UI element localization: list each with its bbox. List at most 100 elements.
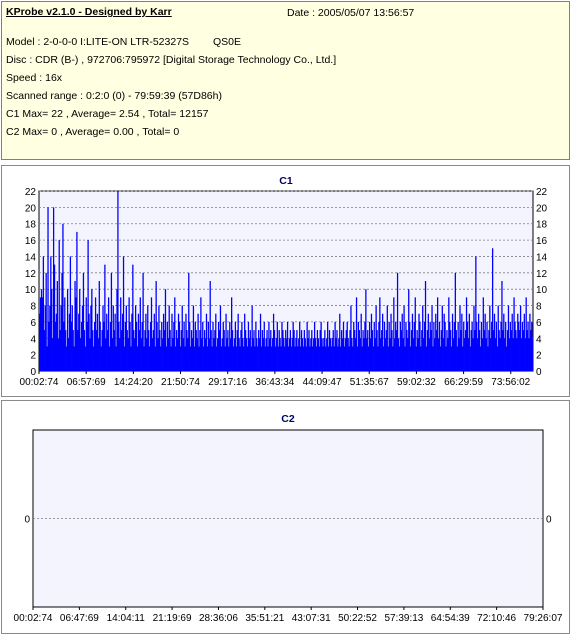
- c-error-bar: [321, 338, 323, 371]
- c-error-bar: [132, 264, 134, 371]
- c-error-bar: [56, 281, 58, 371]
- c-error-bar: [447, 338, 449, 371]
- c-error-bar: [369, 338, 372, 371]
- c-error-bar: [327, 321, 329, 371]
- c-error-bar: [444, 321, 446, 371]
- c-error-bar: [307, 338, 309, 371]
- c-error-bar: [372, 346, 374, 371]
- c-error-bar: [87, 240, 89, 371]
- c-error-bar: [345, 330, 347, 371]
- c-error-bar: [200, 297, 202, 371]
- c-error-bar: [239, 346, 241, 371]
- c2-chart: C2 0 0 00:02:74 06:47:69 14:04:11 21:19:69 28:3…: [14, 413, 563, 624]
- c-error-bar: [475, 256, 477, 371]
- c-error-bar: [62, 223, 64, 371]
- c-error-bar: [216, 346, 218, 371]
- c-error-bar: [280, 346, 282, 371]
- c-error-bar: [223, 330, 225, 371]
- c-error-bar: [381, 330, 383, 371]
- c-error-bar: [214, 330, 216, 371]
- c-error-bar: [119, 338, 121, 371]
- c-error-bar: [272, 313, 275, 371]
- c-error-bar: [294, 346, 296, 371]
- c-error-bar: [67, 338, 70, 371]
- c-error-bar: [272, 338, 274, 371]
- c-error-bar: [306, 321, 308, 371]
- c-error-bar: [352, 346, 354, 371]
- c-error-bar: [342, 321, 345, 371]
- c-error-bar: [241, 321, 243, 371]
- c-error-bar: [522, 330, 525, 371]
- c-error-bar: [373, 321, 375, 371]
- c-error-bar: [395, 330, 398, 371]
- c-error-bar: [332, 330, 334, 371]
- c-error-bar: [404, 346, 406, 371]
- c-error-bar: [438, 321, 441, 371]
- c-error-bar: [79, 289, 81, 371]
- c-error-bar: [365, 289, 367, 371]
- x-tick-label: 00:02:74: [20, 377, 59, 388]
- c-error-bar: [415, 346, 417, 371]
- c-error-bar: [80, 338, 82, 371]
- c-error-bar: [320, 321, 322, 371]
- c-error-bar: [103, 321, 105, 371]
- c-error-bar: [347, 338, 349, 371]
- c-error-bar: [212, 321, 214, 371]
- c-error-bar: [47, 207, 49, 371]
- c-error-bar: [379, 297, 381, 371]
- c-error-bar: [401, 313, 403, 371]
- c-error-bar: [61, 272, 63, 371]
- x-tick-label: 06:57:69: [67, 377, 106, 388]
- drive-model: Model : 2-0-0-0 I:LITE-ON LTR-52327S: [6, 36, 190, 48]
- c-error-bar: [82, 272, 85, 371]
- c-error-bar: [69, 256, 72, 371]
- c-error-bar: [317, 338, 319, 371]
- c-error-bar: [467, 338, 470, 371]
- c-error-bar: [211, 346, 213, 371]
- c-error-bar: [315, 346, 318, 371]
- c-error-bar: [295, 338, 297, 371]
- c-error-bar: [309, 346, 311, 371]
- c-error-bar: [354, 338, 357, 371]
- c-error-bar: [68, 313, 71, 371]
- x-tick-label: 64:54:39: [431, 613, 470, 624]
- c-error-bar: [258, 338, 261, 371]
- c-error-bar: [376, 330, 378, 371]
- c-error-bar: [250, 346, 252, 371]
- c-error-bar: [225, 313, 227, 371]
- c-error-bar: [118, 321, 120, 371]
- c-error-bar: [281, 321, 283, 371]
- c-error-bar: [171, 313, 173, 371]
- c-error-bar: [227, 330, 229, 371]
- c-error-bar: [131, 313, 133, 371]
- c-error-bar: [194, 321, 196, 371]
- c-error-bar: [160, 346, 162, 371]
- c-error-bar: [303, 330, 305, 371]
- c-error-bar: [333, 346, 335, 371]
- c-error-bar: [288, 338, 291, 371]
- c-error-bar: [147, 305, 149, 371]
- c-error-bar: [485, 338, 487, 371]
- c-error-bar: [43, 330, 45, 371]
- c-error-bar: [142, 272, 144, 371]
- c-error-bar: [277, 346, 279, 371]
- c-error-bar: [252, 338, 254, 371]
- c-error-bar: [96, 313, 99, 371]
- c-error-bar: [407, 338, 409, 371]
- c-error-bar: [348, 346, 350, 371]
- c-error-bar: [464, 330, 467, 371]
- c-error-bar: [237, 313, 239, 371]
- c-error-bar: [39, 297, 42, 371]
- c-error-bar: [93, 346, 95, 371]
- c-error-bar: [513, 297, 515, 371]
- c-error-bar: [155, 281, 157, 371]
- c-error-bar: [350, 305, 352, 371]
- c-error-bar: [499, 338, 501, 371]
- c-error-bar: [173, 321, 175, 371]
- c-error-bar: [519, 330, 521, 371]
- disc-info: Disc : CDR (B-) , 972706:795972 [Digital…: [6, 54, 337, 66]
- c-error-bar: [72, 330, 74, 371]
- c-error-bar: [138, 330, 141, 371]
- c-error-bar: [497, 305, 499, 371]
- c-error-bar: [226, 338, 228, 371]
